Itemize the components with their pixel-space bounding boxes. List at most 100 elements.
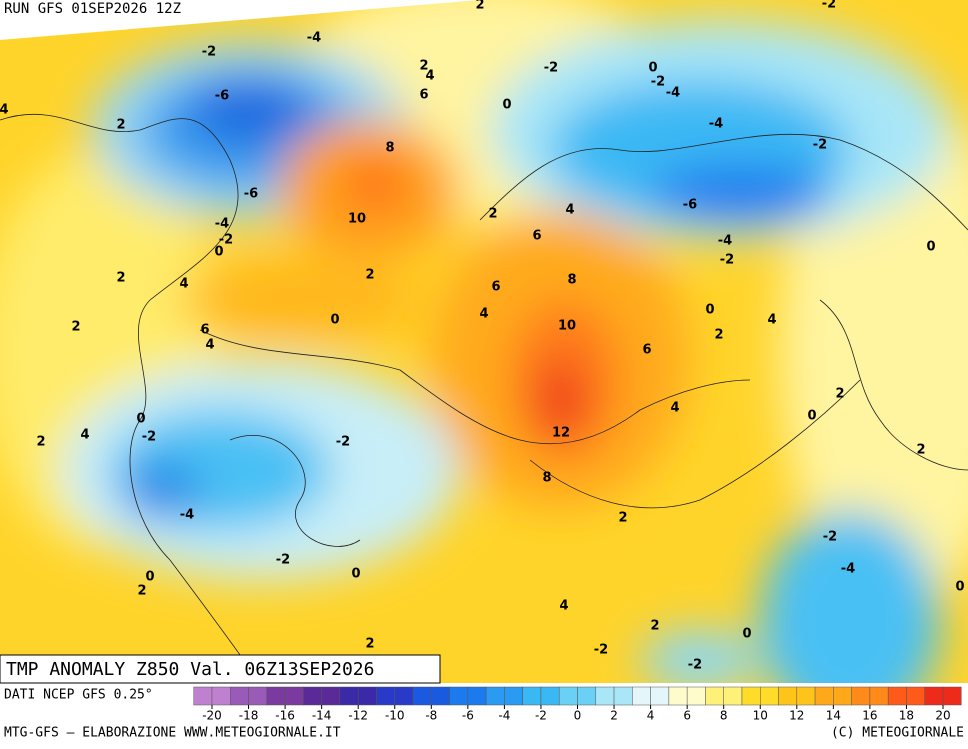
colorbar-swatch — [887, 686, 907, 706]
contour-label: 4 — [179, 277, 188, 292]
contour-label: 0 — [136, 412, 145, 427]
contour-label: 2 — [71, 320, 80, 335]
colorbar-swatch — [778, 686, 798, 706]
contour-label: 2 — [365, 637, 374, 652]
colorbar-tick-label: 2 — [610, 709, 618, 723]
colorbar-swatch — [613, 686, 633, 706]
contour-label: -2 — [544, 61, 558, 76]
colorbar-tick-label: -2 — [535, 709, 547, 723]
contour-label: -2 — [688, 658, 702, 673]
colorbar-tick-label: -6 — [462, 709, 474, 723]
colorbar-tick-label: 0 — [574, 709, 582, 723]
colorbar-swatch — [266, 686, 286, 706]
colorbar-swatch — [211, 686, 231, 706]
colorbar-swatch — [833, 686, 852, 706]
colorbar-swatch — [705, 686, 724, 706]
borders — [0, 113, 968, 683]
contour-label: 0 — [705, 303, 714, 318]
colorbar-swatch — [906, 686, 925, 706]
contour-label: 0 — [214, 245, 223, 260]
colorbar-swatch — [321, 686, 341, 706]
colorbar-swatch — [577, 686, 597, 706]
contour-label: -2 — [594, 643, 608, 658]
colorbar-swatch — [723, 686, 743, 706]
contour-label: 0 — [742, 627, 751, 642]
contour-label: 2 — [365, 268, 374, 283]
colorbar-swatch — [449, 686, 469, 706]
contour-label: 0 — [648, 61, 657, 76]
contour-label: 2 — [488, 207, 497, 222]
colorbar-swatch — [467, 686, 487, 706]
colorbar-tick-label: -8 — [425, 709, 437, 723]
colorbar-swatch — [558, 686, 578, 706]
contour-label: 8 — [385, 141, 394, 156]
contour-label: -2 — [336, 435, 350, 450]
anomaly-field — [0, 0, 968, 683]
colorbar-swatch — [339, 686, 359, 706]
run-label: RUN GFS 01SEP2026 12Z — [4, 1, 181, 17]
colorbar-swatch — [303, 686, 322, 706]
contour-label: -4 — [215, 217, 229, 232]
contour-label: 4 — [670, 401, 679, 416]
header-box — [0, 0, 255, 17]
contour-label: 2 — [650, 619, 659, 634]
contour-label: 6 — [491, 280, 500, 295]
contour-label: 0 — [955, 580, 964, 595]
colorbar-tick-label: 12 — [789, 709, 804, 723]
colorbar-swatch — [394, 686, 414, 706]
colorbar-tick-label: -20 — [202, 709, 222, 723]
colorbar-tick-label: 18 — [899, 709, 914, 723]
contour-label: 2 — [835, 387, 844, 402]
footer-right: (C) METEOGIORNALE — [831, 726, 964, 741]
contour-label: -4 — [180, 508, 194, 523]
contour-label: 6 — [642, 343, 651, 358]
contour-label: 2 — [116, 271, 125, 286]
colorbar-swatch — [376, 686, 396, 706]
contour-label: 0 — [926, 240, 935, 255]
footer-left: MTG-GFS — ELABORAZIONE WWW.METEOGIORNALE… — [4, 726, 341, 741]
contour-label: 0 — [330, 313, 339, 328]
contour-label: -2 — [142, 430, 156, 445]
colorbar-tick-label: -12 — [348, 709, 368, 723]
colorbar-tick-label: 16 — [862, 709, 877, 723]
contour-label: 6 — [532, 229, 541, 244]
contour-label: 10 — [348, 212, 366, 227]
colorbar-swatch — [248, 686, 268, 706]
contour-label: 4 — [0, 103, 9, 118]
colorbar-tick-label: 6 — [683, 709, 691, 723]
contour-label: -6 — [215, 89, 229, 104]
colorbar-swatch — [942, 686, 962, 706]
colorbar-swatch — [485, 686, 505, 706]
colorbar-swatch — [540, 686, 560, 706]
colorbar-swatch — [851, 686, 871, 706]
colorbar-swatch — [504, 686, 523, 706]
contour-label: 2 — [475, 0, 484, 13]
contour-label: -6 — [244, 187, 258, 202]
colorbar-tick-label: -16 — [275, 709, 295, 723]
contour-label: 4 — [80, 428, 89, 443]
colorbar-tick-label: -14 — [312, 709, 332, 723]
title-box — [0, 654, 441, 684]
contour-label: -2 — [823, 530, 837, 545]
contour-label: -2 — [219, 233, 233, 248]
contour-label: -4 — [307, 31, 321, 46]
contour-label: 4 — [425, 69, 434, 84]
contour-label: -4 — [841, 562, 855, 577]
map-title: TMP ANOMALY Z850 Val. 06Z13SEP2026 — [6, 659, 374, 680]
contour-label: -4 — [666, 86, 680, 101]
contour-label: 0 — [502, 98, 511, 113]
source-label: DATI NCEP GFS 0.25° — [4, 688, 153, 703]
contour-label: 2 — [116, 118, 125, 133]
colorbar-swatch — [193, 686, 213, 706]
contour-label: -2 — [720, 253, 734, 268]
contour-label: 6 — [200, 323, 209, 338]
colorbar-tick-label: -18 — [239, 709, 259, 723]
colorbar-swatch — [230, 686, 249, 706]
contour-label: 4 — [767, 313, 776, 328]
contour-label: 2 — [714, 328, 723, 343]
contour-label: 2 — [618, 511, 627, 526]
contour-label: -2 — [202, 45, 216, 60]
contour-label: -6 — [683, 198, 697, 213]
colorbar-tick-label: -4 — [498, 709, 510, 723]
